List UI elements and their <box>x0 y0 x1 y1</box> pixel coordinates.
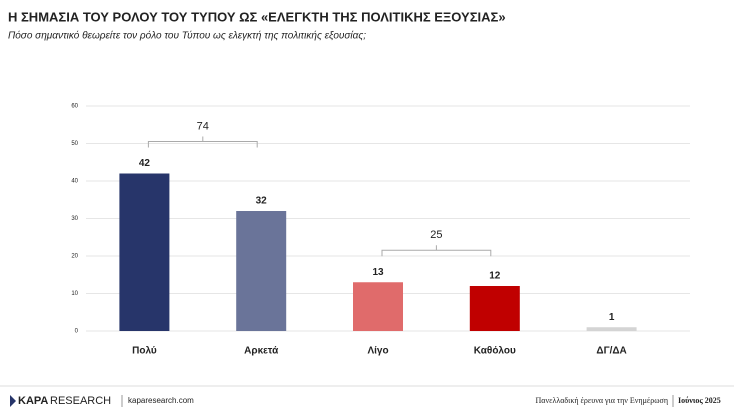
y-tick-label: 60 <box>71 104 78 110</box>
x-tick-label: Λίγο <box>367 346 388 357</box>
value-label: 32 <box>256 196 268 207</box>
y-tick-label: 0 <box>75 329 79 335</box>
value-label: 12 <box>489 271 501 282</box>
x-tick-label: Αρκετά <box>244 346 279 357</box>
group-bracket <box>147 136 258 148</box>
y-tick-label: 10 <box>71 291 78 297</box>
bar <box>469 286 520 331</box>
value-label: 42 <box>139 158 151 169</box>
chart-title: Η ΣΗΜΑΣΙΑ ΤΟΥ ΡΟΛΟΥ ΤΟΥ ΤΥΠΟΥ ΩΣ «ΕΛΕΓΚΤ… <box>8 9 506 24</box>
bar <box>236 211 287 331</box>
y-tick-label: 20 <box>71 254 78 260</box>
bar <box>353 282 403 331</box>
bar <box>586 327 637 331</box>
value-label: 1 <box>609 312 615 323</box>
group-total: 25 <box>430 229 442 241</box>
date: Ιούνιος 2025 <box>678 396 721 405</box>
logo-icon <box>10 395 16 407</box>
survey: Πανελλαδική έρευνα για την Ενημέρωση <box>536 396 669 405</box>
x-tick-label: ΔΓ/ΔΑ <box>596 346 626 357</box>
brand: RESEARCH <box>50 395 111 407</box>
y-tick-label: 40 <box>71 179 78 185</box>
y-tick-label: 30 <box>71 216 78 222</box>
group-total: 74 <box>197 120 209 132</box>
brand-bold: KAPA <box>18 395 48 407</box>
value-label: 13 <box>372 267 384 278</box>
x-tick-label: Πολύ <box>132 346 157 357</box>
x-tick-label: Καθόλου <box>474 346 516 357</box>
bar <box>119 173 170 331</box>
y-tick-label: 50 <box>71 141 78 147</box>
chart-subtitle: Πόσο σημαντικό θεωρείτε τον ρόλο του Τύπ… <box>8 30 366 42</box>
website: kaparesearch.com <box>128 396 194 405</box>
group-bracket <box>381 245 492 257</box>
